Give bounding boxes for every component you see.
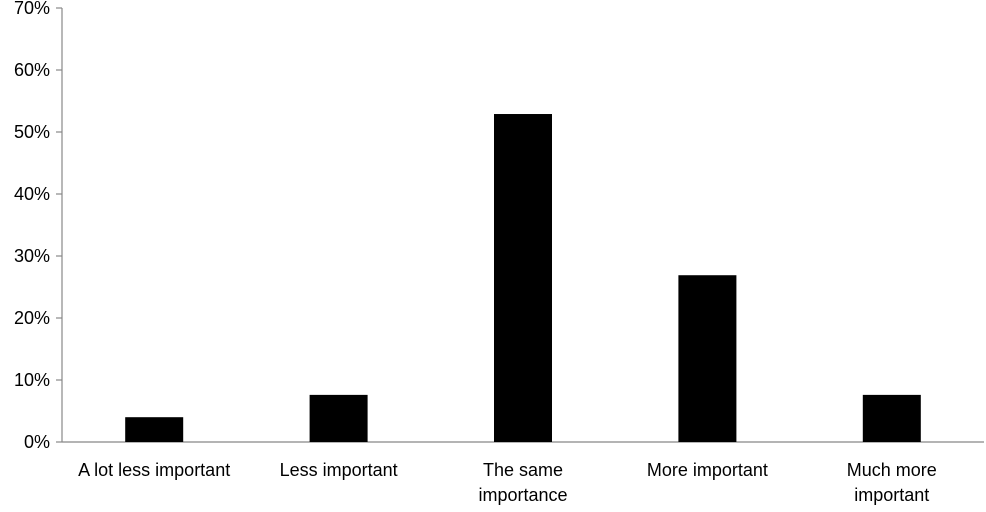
x-tick-label: A lot less important [78,460,231,480]
y-tick-label: 0% [23,432,50,452]
bar [309,394,368,442]
y-tick-label: 40% [13,184,50,204]
bar [862,394,921,442]
x-tick-label: Much more important [846,460,937,505]
y-tick-label: 20% [13,308,50,328]
bar [125,417,184,442]
bar [678,275,737,442]
x-tick-label: More important [646,460,768,480]
y-tick-label: 70% [13,0,50,18]
bar [494,114,552,443]
y-tick-label: 60% [13,60,50,80]
x-tick-label: The same importance [478,460,568,505]
y-tick-label: 50% [13,122,50,142]
y-tick-label: 10% [13,370,50,390]
x-tick-label: Less important [279,460,398,480]
y-tick-label: 30% [13,246,50,266]
